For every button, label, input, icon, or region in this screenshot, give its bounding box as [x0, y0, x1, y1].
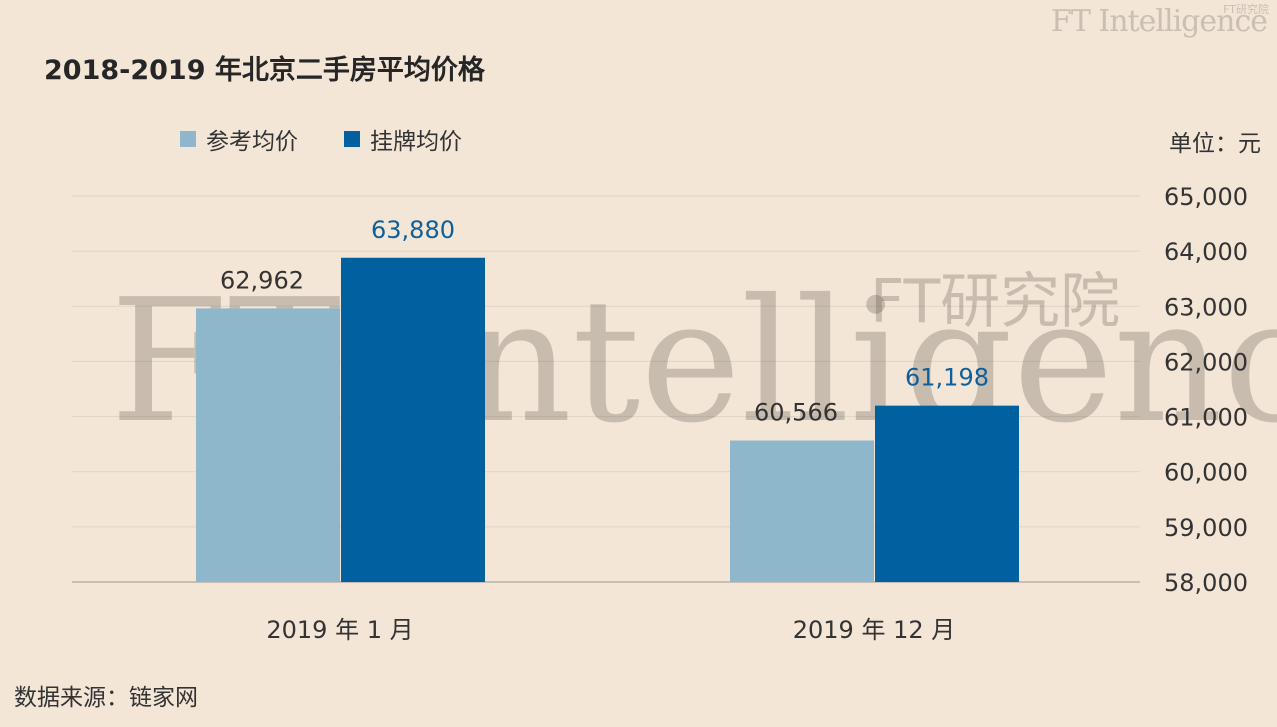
bar-reference-1 — [730, 440, 874, 582]
legend-item-reference: 参考均价 — [180, 122, 298, 156]
unit-label: 单位：元 — [1169, 131, 1261, 157]
chart-title: 2018-2019 年北京二手房平均价格 — [44, 55, 485, 86]
data-label-reference-1: 60,566 — [754, 399, 838, 427]
bar-reference-0 — [196, 308, 340, 582]
brand-logo: FT Intelligence — [1051, 4, 1268, 39]
x-tick-labels: 2019 年 1 月 2019 年 12 月 — [266, 616, 955, 644]
legend-label-listing: 挂牌均价 — [370, 129, 462, 155]
y-tick-label: 60,000 — [1164, 459, 1248, 487]
y-tick-labels: 58,000 59,000 60,000 61,000 62,000 63,000 64,0… — [1164, 183, 1248, 597]
bars — [196, 257, 1019, 582]
y-tick-label: 63,000 — [1164, 293, 1248, 321]
y-tick-label: 58,000 — [1164, 569, 1248, 597]
y-tick-label: 61,000 — [1164, 404, 1248, 432]
brand-sub-logo: FT研究院 — [1223, 3, 1269, 16]
data-labels: 62,962 63,880 60,566 61,198 — [220, 216, 989, 427]
y-tick-label: 59,000 — [1164, 514, 1248, 542]
legend: 参考均价 挂牌均价 — [180, 122, 462, 156]
watermark-sub: FT研究院 — [870, 267, 1120, 337]
legend-swatch-reference — [180, 131, 196, 147]
legend-item-listing: 挂牌均价 — [344, 122, 462, 156]
y-tick-label: 64,000 — [1164, 238, 1248, 266]
legend-swatch-listing — [344, 131, 360, 147]
y-tick-label: 62,000 — [1164, 348, 1248, 376]
data-label-listing-1: 61,198 — [905, 364, 989, 392]
y-tick-label: 65,000 — [1164, 183, 1248, 211]
bar-listing-0 — [341, 257, 485, 582]
x-tick-label: 2019 年 1 月 — [266, 616, 413, 644]
data-label-reference-0: 62,962 — [220, 266, 304, 294]
source-note: 数据来源：链家网 — [14, 685, 198, 711]
bar-listing-1 — [875, 405, 1019, 582]
legend-label-reference: 参考均价 — [206, 129, 298, 155]
data-label-listing-0: 63,880 — [371, 216, 455, 244]
x-tick-label: 2019 年 12 月 — [793, 616, 956, 644]
